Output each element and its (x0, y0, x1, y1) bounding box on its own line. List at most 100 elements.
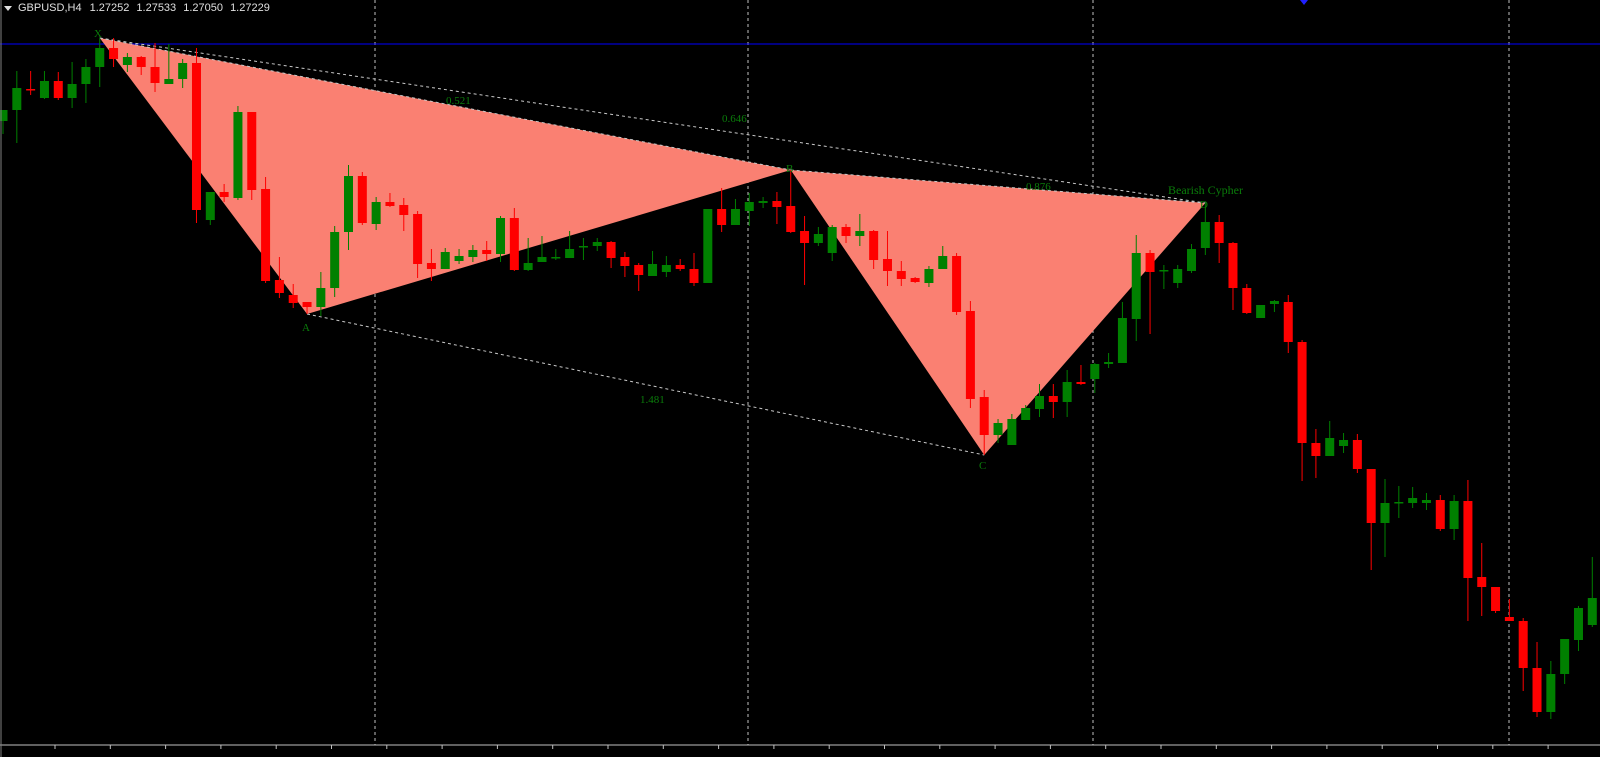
bullish-candle (1131, 235, 1141, 341)
candle-body (869, 231, 879, 260)
candle-body (965, 311, 975, 399)
bearish-candle (952, 253, 962, 315)
candle-body (109, 48, 119, 59)
candle-body (1159, 270, 1169, 272)
bearish-candle (634, 263, 644, 291)
bearish-candle (357, 172, 367, 225)
bullish-candle (233, 106, 243, 200)
bullish-candle (1007, 414, 1017, 445)
symbol-timeframe: GBPUSD,H4 (18, 2, 82, 14)
bullish-candle (39, 71, 49, 99)
candle-body (1242, 288, 1252, 313)
candle-body (454, 256, 464, 261)
bullish-candle (1159, 265, 1169, 289)
bearish-candle (302, 302, 312, 314)
bullish-candle (330, 226, 340, 297)
candle-body (1256, 305, 1266, 318)
bullish-candle (551, 249, 561, 260)
candle-body (1090, 364, 1100, 379)
candle-body (468, 250, 478, 257)
candle-body (1394, 502, 1404, 504)
candle-body (800, 231, 810, 243)
candle-body (122, 57, 132, 65)
candle-body (509, 218, 519, 270)
candle-body (744, 202, 754, 211)
candle-body (1421, 500, 1431, 503)
bullish-candle (592, 238, 602, 251)
candle-body (1311, 443, 1321, 456)
candle-body (482, 250, 492, 254)
bullish-candle (1200, 203, 1210, 255)
bullish-candle (938, 246, 948, 269)
bearish-candle (1463, 480, 1473, 621)
bullish-candle (81, 59, 91, 103)
bearish-candle (910, 277, 920, 283)
bullish-candle (1104, 353, 1114, 368)
bullish-candle (1021, 405, 1031, 420)
bearish-candle (274, 257, 284, 298)
bullish-candle (1394, 486, 1404, 518)
dropdown-triangle-icon[interactable] (4, 5, 12, 11)
bullish-candle (744, 193, 754, 226)
harmonic-pattern (99, 37, 1206, 456)
bearish-candle (1518, 618, 1528, 691)
bearish-candle (1366, 469, 1376, 570)
bullish-candle (0, 110, 8, 134)
ohlc-open: 1.27252 (89, 2, 130, 14)
candle-body (247, 112, 257, 190)
pattern-triangle-xab (99, 38, 791, 314)
bullish-candle (1546, 661, 1556, 719)
candle-body (288, 295, 298, 303)
bullish-candle (648, 251, 658, 276)
bullish-candle (316, 272, 326, 316)
bullish-candle (468, 245, 478, 262)
candle-body (26, 89, 36, 91)
candle-body (1532, 668, 1542, 712)
candle-body (1035, 396, 1044, 409)
bullish-candle (1339, 433, 1349, 453)
bearish-candle (482, 241, 492, 261)
pattern-labels: Bearish Cypher X A B C D 0.521 0.646 0.8… (94, 28, 1243, 472)
bullish-candle (1062, 370, 1072, 417)
candle-body (813, 234, 823, 243)
scroll-marker-icon[interactable] (1300, 0, 1308, 5)
candle-body (1477, 577, 1487, 587)
candle-body (717, 209, 727, 225)
bullish-candle (1587, 557, 1597, 627)
ohlc-close: 1.27229 (230, 2, 270, 14)
candle-body (1587, 598, 1597, 625)
bullish-candle (1256, 305, 1266, 318)
candle-body (979, 397, 989, 435)
candle-body (1339, 440, 1349, 446)
candle-body (12, 88, 22, 110)
pattern-triangle-bcd (790, 170, 1206, 455)
candle-body (1173, 269, 1183, 283)
candle-body (882, 259, 892, 271)
bullish-candle (1573, 606, 1583, 651)
candle-body (164, 79, 174, 84)
candle-body (1573, 608, 1583, 640)
candle-body (1062, 382, 1072, 402)
bearish-candle (191, 48, 201, 223)
candle-body (261, 189, 271, 281)
candle-body (910, 278, 920, 282)
bullish-candle (67, 62, 77, 108)
candle-body (1145, 253, 1155, 272)
candle-body (371, 202, 381, 224)
bearish-candle (606, 241, 616, 268)
candle-body (1297, 342, 1307, 443)
candle-body (1491, 587, 1501, 611)
bullish-candle (730, 199, 740, 225)
candle-body (1560, 639, 1570, 674)
candle-body (1518, 621, 1528, 668)
candle-body (1076, 382, 1086, 384)
bearish-candle (1076, 365, 1086, 385)
candle-body (302, 302, 312, 307)
candle-body (1380, 503, 1390, 523)
candle-body (1504, 617, 1514, 621)
ohlc-high: 1.27533 (136, 2, 177, 14)
bullish-candle (1035, 384, 1044, 417)
bullish-candle (1449, 495, 1459, 540)
candle-body (81, 67, 91, 84)
